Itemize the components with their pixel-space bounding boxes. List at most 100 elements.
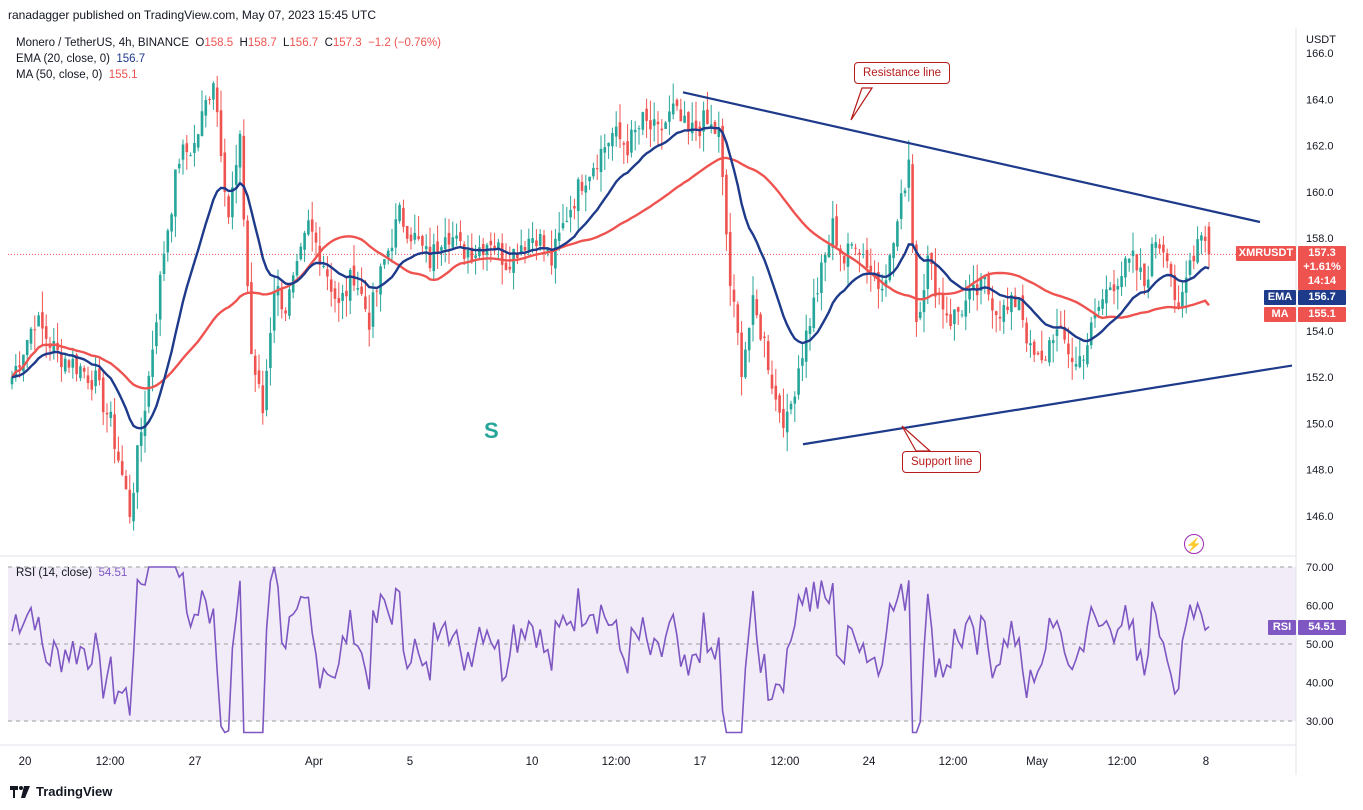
resistance-trendline [682,91,1261,224]
footer-brand: TradingView [36,784,113,799]
candle-body [918,311,922,319]
candle-body [1101,299,1104,309]
candle-body [33,329,37,331]
candle-body [709,124,713,129]
ema-tag-value: 156.7 [1298,290,1346,305]
candle-body [295,260,299,276]
candle-body [611,133,614,147]
candle-body [310,219,314,232]
legend-open-label: O [195,37,205,49]
candle-body [375,290,379,292]
candle-body [801,358,804,366]
candle-body [994,311,998,316]
candle-body [519,245,523,254]
candle-body [314,232,318,243]
currency-label: USDT [1306,34,1336,46]
candle-body [725,174,728,235]
candle-body [983,276,987,280]
resistance-annotation[interactable]: Resistance line [854,62,950,84]
candle-body [527,238,531,251]
candle-body [968,290,971,300]
candle-body [565,220,569,222]
candle-body [1162,244,1165,253]
published-header: ranadagger published on TradingView.com,… [8,8,377,22]
candle-body [67,360,71,368]
candle-body [272,291,276,331]
candle-body [147,375,151,407]
candle-body [79,366,82,379]
candle-body [193,142,196,153]
candle-body [1154,242,1158,248]
candle-body [117,451,120,461]
candle-body [561,223,565,229]
candle-body [827,244,831,258]
candle-body [987,273,990,295]
candle-body [865,249,869,268]
candle-body [664,122,667,129]
candle-body [538,233,542,246]
time-label-7: 17 [694,756,707,768]
candles-group [10,75,1211,531]
candle-body [922,290,926,313]
candle-body [896,221,899,247]
candle-body [535,240,538,247]
candle-body [797,368,800,395]
candle-body [747,327,751,351]
time-label-11: May [1026,756,1048,768]
candle-body [227,196,230,218]
rsi-legend: RSI (14, close) 54.51 [16,566,127,581]
support-annotation[interactable]: Support line [902,451,982,473]
footer: TradingView [10,784,112,799]
rsi-tick-3: 60.00 [1306,601,1334,613]
candle-body [542,235,546,249]
bar-countdown: 14:14 [1307,275,1337,287]
rsi-tick-0: 30.00 [1306,716,1334,728]
time-label-0: 20 [19,756,32,768]
candle-body [595,168,599,170]
candle-body [732,289,736,302]
candle-body [440,247,443,251]
price-tick-0: 146.0 [1306,511,1334,523]
candle-body [633,129,637,133]
time-label-1: 12:00 [96,756,125,768]
candle-body [793,396,797,404]
candle-body [804,330,808,362]
candle-body [508,266,512,270]
candle-body [386,250,390,259]
time-label-3: Apr [305,756,323,768]
candle-body [759,314,762,340]
legend-ma-label: MA (50, close, 0) [16,69,103,81]
candle-body [405,225,409,239]
candle-body [1143,263,1146,286]
candle-body [390,247,394,252]
candle-body [1002,305,1006,322]
lightning-icon[interactable]: ⚡ [1184,534,1204,554]
candle-body [215,87,219,113]
candle-body [1150,243,1154,277]
candle-body [820,262,823,293]
candle-body [60,353,63,368]
candle-body [812,297,816,329]
candle-body [1108,287,1112,290]
candle-body [352,265,356,286]
candle-body [823,254,827,263]
candle-body [424,246,428,250]
candle-body [1207,226,1211,255]
ema20-line [11,126,1210,430]
candle-body [86,375,90,384]
candle-body [261,385,265,414]
candle-body [557,232,561,241]
legend-ma-value: 155.1 [108,69,138,81]
candle-body [462,244,466,259]
time-label-13: 8 [1203,756,1209,768]
time-label-10: 12:00 [939,756,968,768]
candle-body [383,259,386,265]
candle-body [22,354,25,372]
candle-body [307,220,310,235]
candle-body [1135,254,1139,271]
candle-body [234,165,238,185]
candle-body [573,206,576,209]
ma-tag-value: 155.1 [1298,307,1346,322]
candle-body [280,289,284,310]
